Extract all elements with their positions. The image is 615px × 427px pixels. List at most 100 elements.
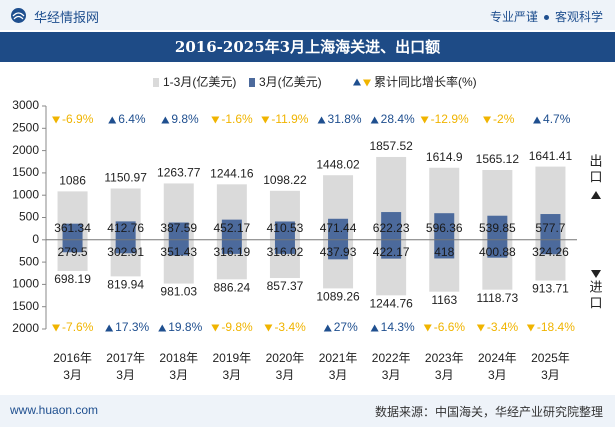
trade-chart: 1-3月(亿美元) 3月(亿美元) 累计同比增长率(%) 3000 2500 2000 15… [12,74,602,382]
legend-label-cumulative: 1-3月(亿美元) [163,74,236,89]
bar-import-month [487,239,508,258]
import-growth-up-icon [105,324,114,332]
label-export-growth: 28.4% [381,112,415,126]
label-import-month: 316.02 [267,245,304,259]
data-source: 数据来源：中国海关，华经产业研究院整理 [374,405,603,419]
bar-import-month [115,239,136,254]
import-growth-down-icon [526,324,535,332]
x-tick-label-month: 3月 [169,368,188,382]
label-import-cumulative: 981.03 [160,285,197,299]
footer-bar: www.huaon.com 数据来源：中国海关，华经产业研究院整理 [0,395,615,427]
brand-name: 华经情报网 [34,10,100,25]
x-tick-label-month: 3月 [329,368,348,382]
bar-export-month [381,212,402,240]
x-tick-label-month: 3月 [116,368,135,382]
x-tick-label-year: 2023年 [425,351,464,365]
label-export-month: 412.76 [107,221,144,235]
x-tick-label-month: 3月 [276,368,295,382]
label-import-cumulative: 819.94 [107,278,144,292]
x-tick-label-month: 3月 [223,368,242,382]
bar-import-month [328,239,349,260]
label-import-month: 351.43 [160,245,197,259]
label-export-month: 577.7 [535,221,565,235]
bar-export-month [168,222,189,240]
label-export-cumulative: 1098.22 [263,173,307,187]
label-export-month: 410.53 [267,221,304,235]
y-tick-label: 1500 [12,165,39,179]
label-export-month: 622.23 [373,221,410,235]
import-growth-up-icon [158,324,167,332]
export-growth-down-icon [261,116,270,124]
y-tick-label: 3000 [12,98,39,112]
chart-title: 2016-2025年3月上海海关进、出口额 [174,38,441,56]
x-tick-label-year: 2016年 [53,351,92,365]
label-export-cumulative: 1857.52 [369,139,413,153]
label-import-growth: -6.6% [434,320,466,334]
side-label-import: 进 [589,279,602,294]
label-export-cumulative: 1150.97 [104,171,147,185]
label-import-growth: 27% [334,320,358,334]
label-import-month: 316.19 [213,245,250,259]
export-growth-up-icon [161,116,170,124]
label-import-growth: -3.4% [274,320,306,334]
x-tick-label-month: 3月 [63,368,82,382]
export-growth-down-icon [483,116,492,124]
label-import-month: 400.88 [479,245,516,259]
import-growth-up-icon [323,324,332,332]
globe-logo-icon [11,8,26,23]
y-tick-label: 1000 [12,187,39,201]
bar-import-month [274,239,295,254]
import-growth-down-icon [211,324,220,332]
export-growth-down-icon [211,116,220,124]
bar-import-month [168,239,189,256]
export-growth-up-icon [108,116,117,124]
bar-import-month [540,239,561,255]
x-tick-label-year: 2017年 [106,351,145,365]
label-export-month: 596.36 [426,221,463,235]
label-import-month: 422.17 [373,245,410,259]
label-import-growth: 17.3% [115,320,149,334]
label-import-cumulative: 1244.76 [369,296,413,310]
y-tick-label: 500 [19,210,39,224]
site-url: www.huaon.com [10,403,99,417]
label-import-cumulative: 1118.73 [477,291,519,305]
label-export-growth: -2% [493,112,515,126]
label-import-cumulative: 886.24 [213,280,250,294]
x-tick-label-month: 3月 [435,368,454,382]
label-import-growth: -7.6% [62,320,94,334]
bar-import-month [381,239,402,259]
y-tick-label: 2500 [12,120,39,134]
y-tick-label: 0 [32,232,39,246]
label-export-growth: -12.9% [431,112,469,126]
tag-professional: 专业严谨 [489,10,538,24]
label-export-month: 471.44 [320,221,357,235]
label-import-cumulative: 698.19 [54,272,91,286]
import-growth-down-icon [476,324,485,332]
label-export-cumulative: 1263.77 [157,166,201,180]
y-tick-label: 1500 [12,299,39,313]
x-tick-label-year: 2020年 [266,351,305,365]
side-label-export: 出 [589,153,602,168]
top-bar: 华经情报网 专业严谨 客观科学 [0,0,615,30]
x-tick-label-year: 2021年 [319,351,358,365]
label-export-month: 539.85 [479,221,516,235]
import-direction-arrow-icon [591,270,601,278]
label-export-growth: 4.7% [543,112,571,126]
bar-export-month [434,213,455,240]
side-label-export: 口 [589,169,602,184]
legend-swatch-month [249,78,255,87]
x-tick-label-month: 3月 [488,368,507,382]
x-tick-label-year: 2022年 [372,351,411,365]
label-import-month: 324.26 [532,245,569,259]
label-export-growth: -11.9% [271,112,308,126]
import-growth-down-icon [423,324,432,332]
label-import-month: 437.93 [320,245,357,259]
y-tick-label: 2000 [12,321,39,335]
label-export-growth: -6.9% [62,112,94,126]
y-tick-label: 1000 [12,277,39,291]
bar-export-month [221,219,242,240]
legend-label-month: 3月(亿美元) [259,74,322,89]
import-growth-down-icon [264,324,273,332]
label-export-cumulative: 1448.02 [316,157,360,171]
label-import-growth: 19.8% [168,320,202,334]
